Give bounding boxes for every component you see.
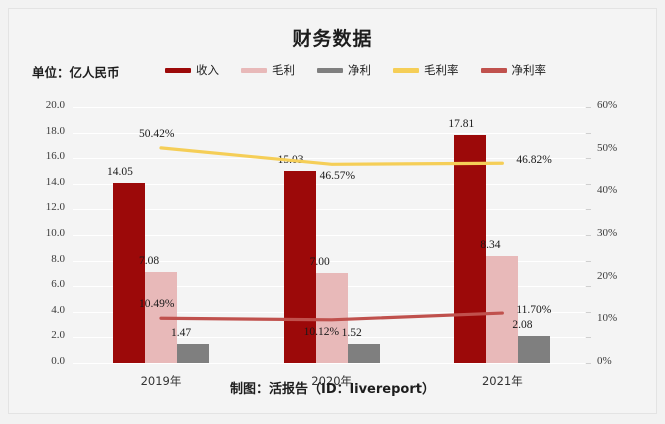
legend-label: 净利 [348, 63, 371, 77]
bar-value-label: 1.52 [341, 326, 362, 339]
bar-value-label: 8.34 [480, 239, 501, 252]
unit-label: 单位：亿人民币 [32, 65, 120, 80]
y-axis-tick-label: 16.0 [45, 150, 65, 163]
chart-legend: 收入 毛利 净利 毛利率 净利率 [165, 62, 546, 78]
y2-axis-tick [586, 183, 591, 185]
bar[interactable] [347, 343, 380, 363]
y2-axis-tick [586, 107, 591, 108]
bar-value-label: 7.08 [139, 255, 160, 268]
line-point-label: 50.42% [139, 127, 175, 140]
y2-axis-tick-label: 10% [597, 312, 618, 325]
y2-axis-tick-label: 40% [597, 184, 618, 197]
y-axis-tick-label: 10.0 [45, 227, 65, 239]
y2-axis-tick [586, 286, 591, 288]
legend-swatch-icon [241, 67, 267, 73]
legend-item[interactable]: 净利率 [480, 62, 547, 78]
y-axis-tick-label: 12.0 [45, 201, 65, 214]
legend-swatch-icon [393, 67, 419, 73]
y2-axis-tick [586, 158, 591, 160]
legend-item[interactable]: 毛利率 [393, 62, 459, 78]
legend-item[interactable]: 净利 [317, 62, 371, 78]
legend-label: 毛利率 [424, 63, 459, 77]
y-axis-tick-label: 18.0 [45, 124, 65, 137]
y2-axis-tick [586, 260, 591, 262]
bar-value-label: 1.47 [171, 327, 192, 340]
y-axis-tick-label: 2.0 [51, 329, 65, 342]
y2-axis-tick-label: 0% [597, 355, 612, 367]
gridline [73, 235, 585, 236]
x-axis-tick-label: 2021年 [481, 374, 523, 388]
line-path[interactable] [159, 146, 504, 166]
y-axis-tick-label: 4.0 [51, 303, 65, 316]
bar-value-label: 17.81 [448, 118, 475, 131]
gridline [73, 209, 585, 211]
y2-axis-tick [586, 235, 591, 236]
plot-area: 0.0 2.0 4.0 6.0 8.0 10.0 12.0 14.0 16.0 18.0 20.0 0… [46, 99, 617, 388]
gridline [73, 107, 585, 108]
y2-axis-tick [586, 363, 591, 364]
bar-value-label: 2.08 [512, 319, 533, 332]
bar-value-label: 14.05 [107, 166, 133, 179]
bar[interactable] [113, 183, 145, 363]
legend-item[interactable]: 收入 [165, 62, 219, 78]
line-point-label: 46.82% [516, 154, 552, 167]
bar[interactable] [486, 256, 519, 363]
y-axis-tick-label: 14.0 [45, 175, 65, 188]
y2-axis-tick [586, 209, 591, 211]
bar[interactable] [518, 336, 551, 363]
x-axis-tick-label: 2019年 [140, 374, 182, 388]
gridline [73, 260, 585, 262]
legend-swatch-icon [480, 67, 507, 73]
x-axis-tick-label: 2020年 [311, 374, 353, 388]
line-series-layer [159, 146, 504, 322]
gridline [73, 158, 585, 160]
y2-axis-tick [586, 311, 591, 313]
y-axis-tick-label: 20.0 [45, 99, 65, 111]
gridline [73, 132, 585, 134]
legend-item[interactable]: 毛利 [241, 62, 295, 78]
line-path[interactable] [159, 311, 504, 322]
y-axis-tick-label: 6.0 [51, 278, 65, 291]
page-title: 财务数据 [292, 28, 373, 50]
y-axis-tick-label: 8.0 [51, 252, 65, 265]
legend-label: 收入 [196, 63, 219, 77]
bar[interactable] [454, 135, 487, 363]
legend-swatch-icon [317, 67, 343, 73]
bar-value-label: 7.00 [309, 256, 330, 269]
line-point-label: 10.12% [303, 325, 340, 338]
y2-axis-tick [586, 132, 591, 134]
gridline [73, 183, 585, 185]
bar[interactable] [177, 344, 209, 363]
credit-caption: 制图：活报告（ID：livereport） [230, 382, 435, 397]
y2-axis-tick-label: 30% [597, 227, 618, 239]
bar[interactable] [283, 170, 316, 363]
y-axis-tick-label: 0.0 [51, 355, 65, 367]
y2-axis-tick-label: 60% [597, 99, 618, 111]
legend-swatch-icon [165, 67, 191, 73]
gridline [73, 363, 585, 364]
y2-axis-tick-label: 50% [597, 141, 618, 154]
y2-axis-tick-label: 20% [597, 269, 618, 282]
y2-axis-tick [586, 337, 591, 339]
line-point-label: 46.57% [319, 170, 356, 183]
legend-label: 净利率 [511, 63, 547, 77]
legend-label: 毛利 [272, 63, 295, 77]
line-point-label: 11.70% [516, 304, 552, 317]
line-point-label: 10.49% [139, 298, 175, 311]
